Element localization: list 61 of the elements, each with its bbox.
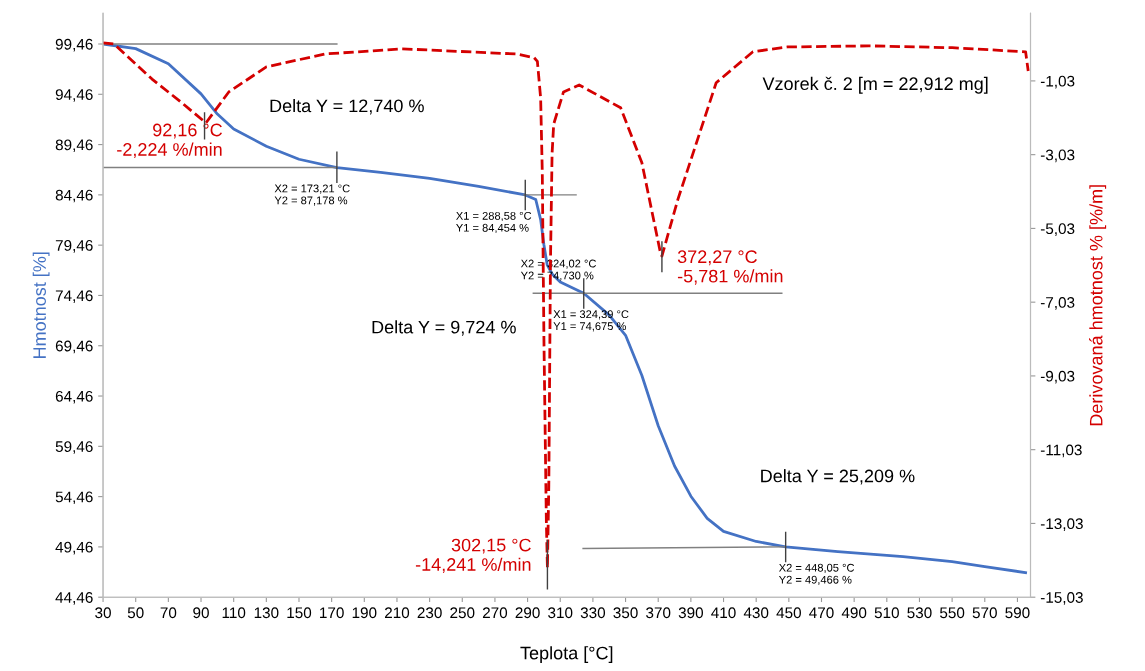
x-tick-label: 110 <box>222 607 246 619</box>
y2-tick-label: -15,03 <box>1040 592 1083 605</box>
x-tick-label: 590 <box>1005 607 1030 619</box>
x-tick-label: 390 <box>678 607 704 619</box>
x-tick-label: 230 <box>417 607 442 619</box>
y-tick-label: 54,46 <box>55 491 93 505</box>
x-tick-label: 30 <box>95 607 111 619</box>
y2-tick-label: -1,03 <box>1040 75 1075 89</box>
y-tick-label: 99,46 <box>55 38 93 52</box>
y2-tick-label: -7,03 <box>1040 297 1075 310</box>
x-tick-label: 330 <box>580 607 606 619</box>
x-tick-label: 70 <box>160 607 177 619</box>
x-tick-label: 50 <box>127 607 144 619</box>
y-tick-label: 79,46 <box>55 240 93 253</box>
y-tick-label: 49,46 <box>55 541 93 555</box>
annotation: Delta Y = 25,209 % <box>761 469 915 485</box>
x-axis-title: Teplota [°C] <box>520 646 613 663</box>
y2-tick-label: -9,03 <box>1040 370 1075 384</box>
annotation: X1 = 288,58 °C Y1 = 84,454 % <box>456 211 532 234</box>
y-axis-title: Hmotnost [%] <box>32 252 50 359</box>
y2-tick-label: -13,03 <box>1040 518 1083 531</box>
annotation: X2 = 173,21 °C Y2 = 87,178 % <box>274 184 350 206</box>
annotation: 372,27 °C -5,781 %/min <box>677 250 783 285</box>
y-tick-label: 59,46 <box>55 441 93 454</box>
y2-tick-label: -5,03 <box>1040 223 1075 236</box>
y-tick-label: 84,46 <box>55 189 93 203</box>
x-tick-label: 430 <box>743 607 769 619</box>
x-tick-label: 350 <box>613 607 638 619</box>
y-tick-label: 64,46 <box>55 390 93 404</box>
x-tick-label: 570 <box>972 607 997 619</box>
y2-axis-title: Derivovaná hmotnost % [%/m] <box>1089 185 1107 426</box>
x-tick-label: 530 <box>907 607 932 619</box>
y-tick-label: 94,46 <box>55 89 93 102</box>
y-tick-label: 74,46 <box>55 290 93 303</box>
x-tick-label: 490 <box>841 607 867 619</box>
annotation: Delta Y = 12,740 % <box>270 98 424 115</box>
x-tick-label: 290 <box>515 607 540 619</box>
x-tick-label: 470 <box>809 607 834 619</box>
annotation: Vzorek č. 2 [m = 22,912 mg] <box>762 76 988 94</box>
x-tick-label: 550 <box>939 607 965 619</box>
x-tick-label: 210 <box>384 607 410 619</box>
annotation: X2 = 448,05 °C Y2 = 49,466 % <box>778 563 855 585</box>
x-tick-label: 270 <box>482 607 508 619</box>
x-tick-label: 370 <box>646 607 671 619</box>
x-tick-label: 250 <box>450 607 475 619</box>
x-tick-label: 410 <box>711 607 736 619</box>
y2-tick-label: -11,03 <box>1040 444 1082 458</box>
x-tick-label: 170 <box>320 607 344 619</box>
x-tick-label: 510 <box>874 607 899 619</box>
x-tick-label: 190 <box>352 607 377 619</box>
x-tick-label: 90 <box>193 607 209 619</box>
x-tick-label: 130 <box>254 607 279 619</box>
annotation: 302,15 °C -14,241 %/min <box>415 538 531 574</box>
annotation: Delta Y = 9,724 % <box>372 320 516 336</box>
y-tick-label: 89,46 <box>55 139 93 153</box>
y-tick-label: 44,46 <box>55 592 93 605</box>
y2-tick-label: -3,03 <box>1040 149 1075 163</box>
y-tick-label: 69,46 <box>55 340 93 354</box>
x-tick-label: 150 <box>287 607 312 619</box>
x-tick-label: 310 <box>548 607 573 619</box>
x-tick-label: 450 <box>776 607 801 619</box>
